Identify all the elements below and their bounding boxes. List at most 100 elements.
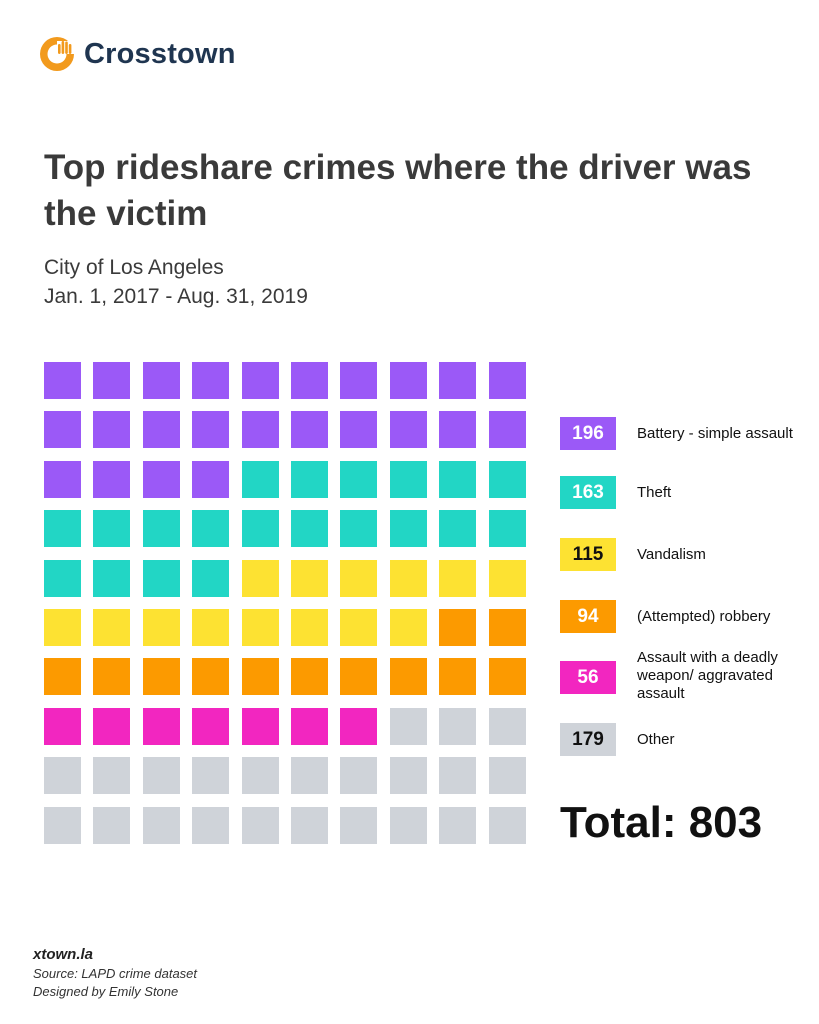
waffle-square	[390, 411, 427, 448]
waffle-square	[489, 411, 526, 448]
waffle-square	[489, 807, 526, 844]
waffle-square	[192, 362, 229, 399]
waffle-square	[291, 411, 328, 448]
waffle-square	[291, 609, 328, 646]
waffle-square	[489, 658, 526, 695]
waffle-square	[439, 807, 476, 844]
waffle-square	[143, 757, 180, 794]
waffle-square	[143, 461, 180, 498]
waffle-square	[242, 807, 279, 844]
waffle-square	[390, 510, 427, 547]
waffle-square	[192, 461, 229, 498]
waffle-square	[489, 560, 526, 597]
waffle-square	[439, 510, 476, 547]
waffle-square	[143, 708, 180, 745]
waffle-square	[242, 708, 279, 745]
waffle-square	[340, 807, 377, 844]
crosstown-logo: Crosstown	[38, 34, 236, 74]
waffle-square	[291, 658, 328, 695]
chart-subtitle: City of Los Angeles Jan. 1, 2017 - Aug. …	[44, 253, 308, 311]
legend-label: Assault with a deadly weapon/ aggravated…	[637, 649, 778, 702]
waffle-square	[93, 510, 130, 547]
waffle-square	[439, 411, 476, 448]
waffle-square	[242, 757, 279, 794]
waffle-square	[44, 560, 81, 597]
waffle-square	[192, 560, 229, 597]
legend-value-badge: 179	[560, 723, 616, 756]
waffle-square	[143, 560, 180, 597]
waffle-square	[143, 362, 180, 399]
waffle-square	[390, 708, 427, 745]
waffle-square	[390, 609, 427, 646]
waffle-square	[340, 461, 377, 498]
waffle-square	[291, 708, 328, 745]
waffle-square	[192, 708, 229, 745]
subtitle-date-range: Jan. 1, 2017 - Aug. 31, 2019	[44, 285, 308, 308]
waffle-square	[340, 560, 377, 597]
legend-value-badge: 94	[560, 600, 616, 633]
waffle-square	[93, 807, 130, 844]
waffle-square	[242, 609, 279, 646]
waffle-square	[143, 658, 180, 695]
waffle-square	[44, 708, 81, 745]
waffle-square	[44, 658, 81, 695]
legend-label: Other	[637, 731, 675, 748]
waffle-square	[93, 411, 130, 448]
waffle-square	[242, 411, 279, 448]
waffle-square	[44, 461, 81, 498]
waffle-square	[340, 510, 377, 547]
legend-label: Vandalism	[637, 546, 706, 563]
brand-name: Crosstown	[84, 37, 236, 70]
legend-value-badge: 163	[560, 476, 616, 509]
waffle-grid	[44, 362, 526, 844]
waffle-square	[439, 658, 476, 695]
waffle-square	[439, 362, 476, 399]
waffle-square	[44, 411, 81, 448]
footer-credit: Designed by Emily Stone	[33, 984, 179, 999]
waffle-square	[291, 461, 328, 498]
waffle-square	[390, 757, 427, 794]
waffle-square	[143, 609, 180, 646]
waffle-square	[192, 807, 229, 844]
waffle-square	[291, 807, 328, 844]
waffle-square	[489, 362, 526, 399]
footer: xtown.la Source: LAPD crime dataset Desi…	[33, 945, 197, 1001]
waffle-square	[439, 461, 476, 498]
waffle-square	[489, 510, 526, 547]
crosstown-hand-icon	[40, 37, 74, 71]
waffle-square	[242, 510, 279, 547]
waffle-square	[439, 609, 476, 646]
waffle-square	[192, 757, 229, 794]
waffle-square	[44, 757, 81, 794]
footer-site: xtown.la	[33, 946, 94, 963]
waffle-square	[439, 757, 476, 794]
legend-label: Theft	[637, 484, 672, 501]
total-label: Total: 803	[560, 798, 763, 847]
legend-value-badge: 196	[560, 417, 616, 450]
legend-value-badge: 56	[560, 661, 616, 694]
legend-value-badge: 115	[560, 538, 616, 571]
waffle-square	[340, 757, 377, 794]
waffle-square	[390, 807, 427, 844]
footer-source: Source: LAPD crime dataset	[33, 966, 198, 981]
waffle-square	[439, 708, 476, 745]
waffle-square	[340, 708, 377, 745]
waffle-square	[192, 411, 229, 448]
waffle-square	[143, 510, 180, 547]
waffle-square	[489, 708, 526, 745]
waffle-square	[44, 362, 81, 399]
waffle-square	[340, 411, 377, 448]
chart-title: Top rideshare crimes where the driver wa…	[44, 148, 752, 233]
waffle-square	[489, 461, 526, 498]
waffle-square	[242, 461, 279, 498]
waffle-square	[291, 757, 328, 794]
waffle-square	[93, 708, 130, 745]
waffle-square	[93, 560, 130, 597]
waffle-square	[143, 807, 180, 844]
waffle-square	[192, 510, 229, 547]
waffle-square	[44, 510, 81, 547]
subtitle-location: City of Los Angeles	[44, 256, 224, 279]
waffle-square	[291, 510, 328, 547]
waffle-square	[390, 560, 427, 597]
waffle-square	[93, 461, 130, 498]
